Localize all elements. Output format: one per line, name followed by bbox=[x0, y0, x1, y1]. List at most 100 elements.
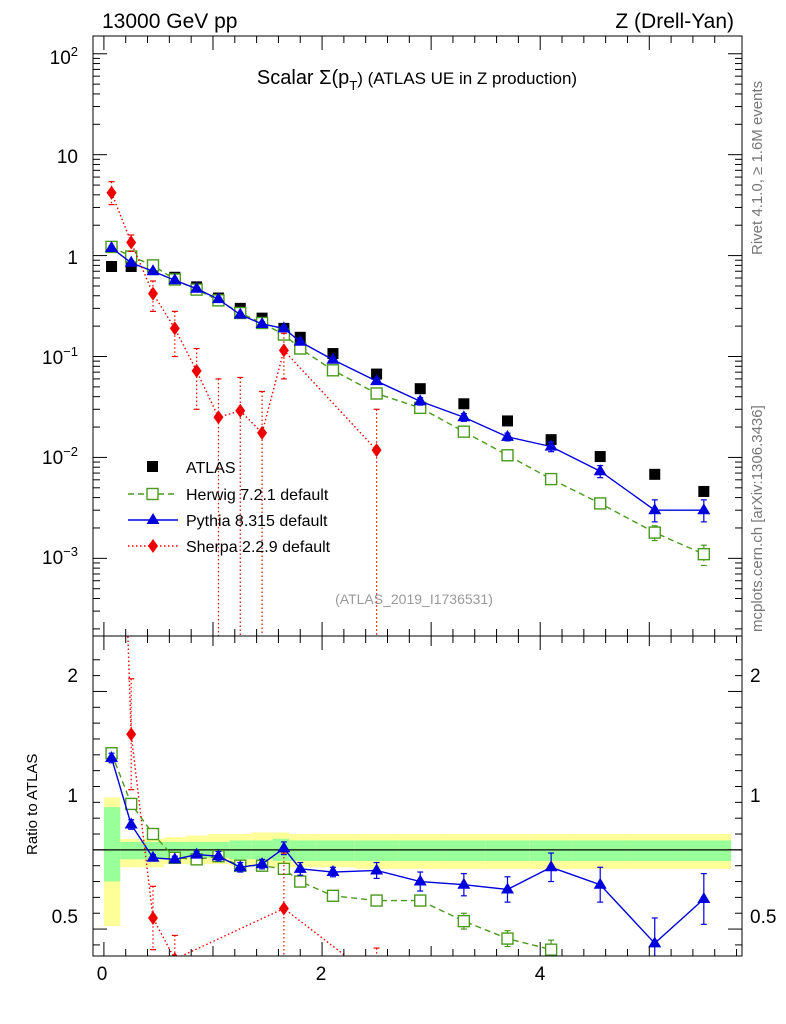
ratio-point-pythia-16 bbox=[593, 877, 607, 889]
process-label: Z (Drell-Yan) bbox=[615, 10, 734, 33]
ratio-point-pythia-4 bbox=[190, 847, 204, 859]
main-point-pythia-0 bbox=[105, 240, 119, 252]
main-point-pythia-9 bbox=[293, 334, 307, 346]
ytick-label-10: 10 bbox=[57, 147, 78, 168]
xtick-label-0: 0 bbox=[97, 964, 108, 985]
ratio-point-herwig-8 bbox=[277, 862, 291, 876]
mcplots-site-label: mcplots.cern.ch [arXiv:1306.3436] bbox=[749, 405, 766, 632]
ratio-band-inner-2 bbox=[142, 841, 164, 860]
main-point-atlas-11 bbox=[371, 368, 383, 380]
ratio-point-pythia-18 bbox=[697, 891, 711, 903]
ratio-point-sherpa-5 bbox=[372, 973, 382, 987]
main-point-pythia-18 bbox=[697, 503, 711, 515]
main-line-sherpa bbox=[110, 192, 378, 451]
ratio-frame bbox=[92, 635, 743, 957]
main-point-pythia-3 bbox=[168, 273, 182, 285]
ratio-band-inner-11 bbox=[354, 840, 399, 861]
ratio-band-inner-16 bbox=[572, 840, 628, 861]
ratio-series-sherpa bbox=[107, 146, 382, 987]
legend-sherpa: Sherpa 2.2.9 default bbox=[128, 539, 331, 556]
ratio-ytick-labels-right: 2 1 0.5 bbox=[750, 666, 776, 928]
main-point-sherpa-9 bbox=[371, 443, 382, 458]
ratio-point-herwig-10 bbox=[326, 889, 340, 903]
ratio-band-inner-13 bbox=[442, 840, 486, 861]
ratio-point-sherpa-3 bbox=[172, 952, 178, 956]
ratio-point-pythia-1 bbox=[124, 817, 138, 829]
main-point-sherpa-8 bbox=[278, 343, 289, 358]
ratio-point-sherpa-4 bbox=[278, 901, 289, 916]
main-point-sherpa-0 bbox=[106, 185, 117, 200]
ytick-label-0.01: 10−2 bbox=[42, 444, 78, 469]
main-point-pythia-17 bbox=[648, 503, 662, 515]
main-point-sherpa-1 bbox=[126, 235, 137, 250]
legend-atlas-label: ATLAS bbox=[186, 460, 236, 477]
main-point-pythia-2 bbox=[146, 264, 160, 276]
ratio-band-inner-17 bbox=[627, 840, 683, 861]
ratio-point-pythia-14 bbox=[500, 882, 514, 894]
ratio-band-inner-10 bbox=[316, 840, 355, 861]
title-sub: T bbox=[349, 78, 357, 93]
ratio-series-pythia bbox=[105, 750, 711, 956]
ratio-point-herwig-12 bbox=[414, 894, 427, 907]
ratio-point-herwig-15 bbox=[544, 943, 558, 956]
legend-herwig-marker bbox=[146, 487, 159, 501]
ratio-point-pythia-17 bbox=[648, 936, 662, 948]
ratio-band-inner-15 bbox=[529, 840, 573, 861]
ratio-line-herwig bbox=[110, 752, 552, 951]
title-rest: ) (ATLAS UE in Z production) bbox=[357, 69, 577, 88]
main-point-atlas-17 bbox=[649, 468, 661, 480]
main-point-pythia-10 bbox=[326, 352, 340, 364]
ratio-point-pythia-9 bbox=[293, 861, 307, 873]
ratio-point-pythia-12 bbox=[413, 874, 427, 886]
ratio-ytick-0.5-right: 0.5 bbox=[750, 907, 776, 928]
main-point-pythia-1 bbox=[124, 255, 138, 267]
xtick-label-4: 4 bbox=[535, 964, 546, 985]
ratio-ytick-2-right: 2 bbox=[750, 666, 761, 687]
ratio-point-pythia-5 bbox=[211, 849, 225, 861]
main-point-atlas-14 bbox=[501, 415, 513, 427]
ratio-point-sherpa-1 bbox=[126, 727, 137, 742]
ratio-band-inner-14 bbox=[485, 840, 530, 861]
ratio-line-sherpa bbox=[127, 636, 347, 956]
main-point-sherpa-3 bbox=[169, 321, 180, 336]
ratio-point-pythia-15 bbox=[544, 860, 558, 872]
xtick-labels: 0 2 4 bbox=[97, 964, 546, 985]
ratio-ytick-1-right: 1 bbox=[750, 786, 761, 807]
ratio-point-sherpa-0 bbox=[107, 146, 117, 160]
ratio-band-inner-9 bbox=[289, 840, 317, 861]
ytick-label-0.001: 10−3 bbox=[42, 544, 78, 569]
main-point-pythia-13 bbox=[457, 410, 471, 422]
main-point-atlas-13 bbox=[458, 398, 470, 410]
main-ytick-labels: 102 10 1 10−1 10−2 10−3 bbox=[42, 44, 78, 569]
main-point-pythia-16 bbox=[593, 464, 607, 476]
rivet-version-label: Rivet 4.1.0, ≥ 1.6M events bbox=[749, 81, 766, 255]
ratio-point-herwig-2 bbox=[146, 827, 160, 841]
main-point-herwig-13 bbox=[457, 425, 471, 438]
analysis-tag: (ATLAS_2019_I1736531) bbox=[335, 591, 493, 607]
main-point-herwig-16 bbox=[594, 497, 607, 510]
main-point-herwig-11 bbox=[370, 387, 383, 400]
main-point-herwig-15 bbox=[544, 472, 558, 486]
legend-pythia-marker bbox=[146, 513, 160, 524]
legend-sherpa-marker bbox=[148, 539, 158, 553]
ratio-band-inner-1 bbox=[120, 841, 143, 860]
ratio-point-pythia-0 bbox=[105, 750, 119, 762]
main-point-atlas-0 bbox=[106, 260, 118, 272]
main-point-atlas-12 bbox=[414, 383, 426, 395]
ratio-point-herwig-1 bbox=[124, 797, 138, 811]
ratio-point-herwig-11 bbox=[370, 894, 383, 907]
legend-pythia-label: Pythia 8.315 default bbox=[186, 513, 328, 530]
ratio-band-inner-0 bbox=[103, 807, 121, 882]
legend-herwig: Herwig 7.2.1 default bbox=[128, 487, 329, 504]
ratio-point-pythia-3 bbox=[168, 852, 182, 864]
main-point-atlas-16 bbox=[594, 451, 606, 463]
ratio-point-pythia-2 bbox=[146, 850, 160, 862]
ratio-band-inner-12 bbox=[398, 840, 443, 861]
ratio-point-pythia-13 bbox=[457, 877, 471, 889]
main-point-sherpa-4 bbox=[191, 363, 202, 378]
ratio-band-inner-18 bbox=[682, 840, 732, 861]
legend-pythia: Pythia 8.315 default bbox=[128, 513, 328, 530]
legend-herwig-label: Herwig 7.2.1 default bbox=[186, 487, 329, 504]
xtick-label-2: 2 bbox=[316, 964, 327, 985]
title-main: Scalar Σ(p bbox=[257, 67, 349, 89]
